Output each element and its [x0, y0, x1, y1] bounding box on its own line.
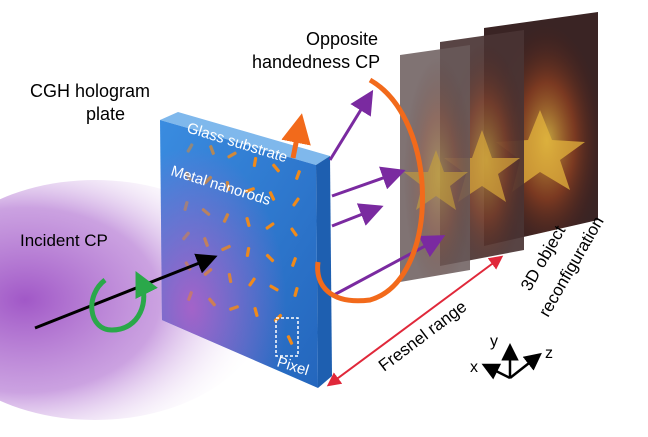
nanorod — [227, 272, 233, 284]
nanorod — [221, 244, 231, 252]
axis-x-label: x — [470, 359, 478, 376]
nanorod — [245, 217, 251, 227]
nanorod — [272, 163, 280, 173]
image-planes — [400, 12, 598, 282]
nanorod — [290, 227, 298, 237]
nanorod — [265, 222, 275, 230]
incident-cp-label: Incident CP — [20, 231, 108, 250]
nanorod — [292, 197, 300, 207]
opposite-label-line2: handedness CP — [252, 52, 380, 72]
nanorod — [269, 284, 279, 292]
pixel-box — [275, 317, 299, 357]
nanorod — [203, 237, 209, 247]
star-middle — [444, 130, 520, 202]
nanorod — [295, 170, 301, 180]
nanorod — [203, 175, 213, 185]
cgh-label-line2: plate — [86, 104, 125, 124]
nanorod — [265, 253, 275, 263]
nanorod — [201, 208, 211, 216]
ray-2 — [331, 166, 406, 198]
nanorod — [252, 156, 258, 168]
axis-y-label: y — [490, 333, 498, 350]
ray-3 — [331, 203, 384, 228]
nanorod — [209, 145, 215, 155]
nanorod — [182, 231, 190, 241]
plate-side — [160, 112, 330, 165]
nanorod — [245, 187, 255, 193]
incident-arrow — [34, 253, 218, 330]
nanorod — [184, 171, 192, 181]
fresnel-range-label: Fresnel range — [375, 297, 470, 375]
nanorod — [186, 143, 194, 153]
nanorod — [293, 287, 299, 297]
axis-z-label: z — [545, 345, 553, 362]
nanorod — [248, 277, 256, 287]
rotation-arrow — [89, 271, 158, 333]
nanorod — [208, 297, 216, 307]
opposite-label-line1: Opposite — [306, 29, 378, 49]
nanorod — [225, 180, 231, 192]
nanorod — [229, 305, 239, 311]
nanorod — [222, 213, 230, 223]
nanorod — [227, 151, 237, 159]
nanorod — [245, 246, 251, 258]
ray-1 — [328, 89, 374, 161]
nanorod — [187, 291, 193, 301]
cgh-label-line1: CGH hologram — [30, 81, 150, 101]
nanorod — [183, 201, 189, 211]
nanorod — [253, 307, 259, 317]
axes — [481, 343, 542, 380]
nanorod — [268, 191, 276, 201]
nanorod — [291, 257, 297, 267]
fresnel-range-arrow — [326, 255, 504, 387]
nanorod — [286, 335, 294, 345]
